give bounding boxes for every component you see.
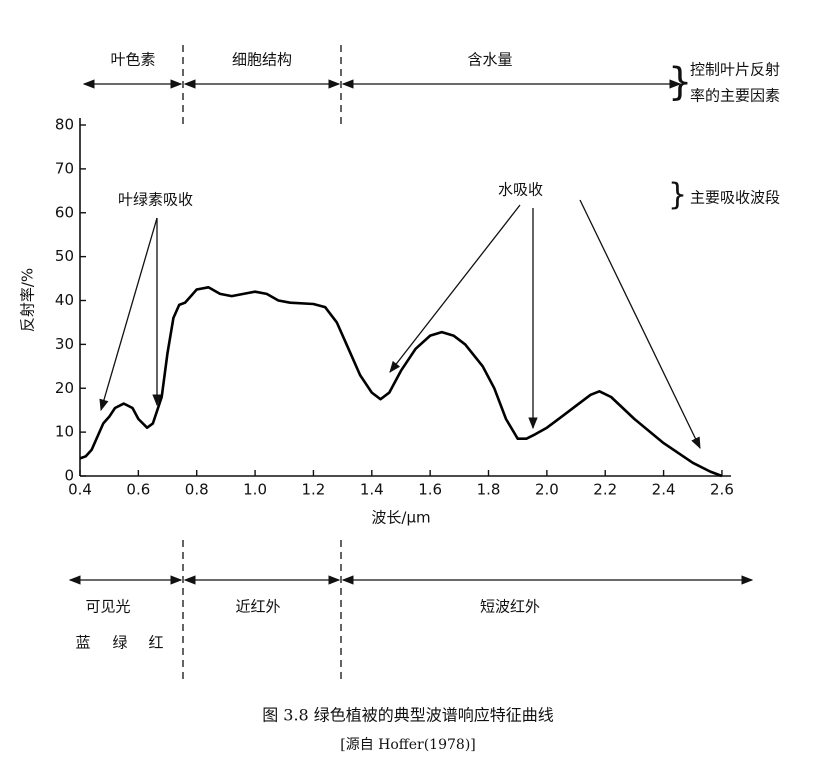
y-tick-label: 60 (55, 203, 74, 221)
x-tick-label: 1.2 (302, 481, 326, 499)
x-tick-label: 2.6 (710, 481, 734, 499)
annotation: 控制叶片反射 (690, 61, 780, 79)
y-tick-label: 0 (64, 467, 74, 485)
x-tick-label: 2.2 (593, 481, 617, 499)
arrow (389, 204, 521, 373)
y-tick-label: 10 (55, 423, 74, 441)
y-tick-label: 50 (55, 247, 74, 265)
annotation: 细胞结构 (232, 51, 292, 69)
x-axis-label: 波长/μm (371, 509, 430, 527)
y-tick-label: 70 (55, 159, 74, 177)
y-tick-label: 40 (55, 291, 74, 309)
annotation: 率的主要因素 (690, 87, 780, 105)
x-tick-label: 0.6 (126, 481, 150, 499)
spectral-curve (79, 286, 723, 478)
annotation: 叶绿素吸收 (118, 191, 193, 209)
annotation: 近红外 (235, 598, 280, 616)
x-tick-label: 2.4 (652, 481, 676, 499)
arrow (99, 217, 158, 412)
y-tick-label: 20 (55, 379, 74, 397)
annotation: 红 (148, 634, 163, 652)
annotation: 水吸收 (498, 181, 543, 199)
annotation: 含水量 (467, 51, 512, 69)
annotation: 短波红外 (480, 598, 540, 616)
x-tick-label: 1.6 (418, 481, 442, 499)
annotation: 主要吸收波段 (690, 189, 780, 207)
x-tick-label: 1.4 (360, 481, 384, 499)
x-tick-label: 1.8 (477, 481, 501, 499)
brace: } (668, 178, 687, 213)
annotation: 绿 (112, 634, 127, 652)
source: [源自 Hoffer(1978)] (340, 737, 476, 753)
annotation: 蓝 (75, 634, 90, 652)
y-tick-label: 80 (55, 116, 74, 134)
x-tick-label: 1.0 (243, 481, 267, 499)
annotation: 叶色素 (110, 51, 155, 69)
x-tick-label: 0.4 (68, 481, 92, 499)
arrow (579, 199, 701, 450)
y-axis-label: 反射率/% (19, 268, 37, 332)
caption: 图 3.8 绿色植被的典型波谱响应特征曲线 (262, 706, 554, 725)
brace: } (668, 60, 692, 104)
x-tick-label: 2.0 (535, 481, 559, 499)
y-tick-label: 30 (55, 335, 74, 353)
x-tick-label: 0.8 (185, 481, 209, 499)
annotation: 可见光 (85, 598, 130, 616)
